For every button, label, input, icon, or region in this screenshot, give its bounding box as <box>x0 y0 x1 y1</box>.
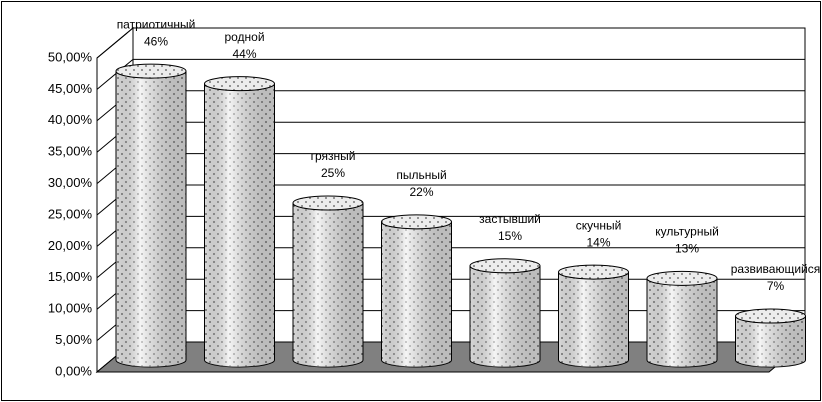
value-label: 25% <box>321 166 345 180</box>
bar-top <box>381 214 452 230</box>
bar-shade <box>735 316 806 367</box>
bar-top <box>204 76 275 92</box>
y-tick-label: 30,00% <box>48 175 93 190</box>
y-tick-label: 15,00% <box>48 269 93 284</box>
bar-shade <box>470 265 540 367</box>
bar-shade <box>293 203 363 367</box>
bar-top <box>115 63 187 79</box>
grid-line <box>96 27 805 59</box>
y-tick-label: 45,00% <box>48 81 93 96</box>
bar-top <box>646 270 718 286</box>
bar-top <box>558 264 629 280</box>
category-label: грязный <box>311 149 356 163</box>
bar-shade <box>647 278 717 367</box>
value-label: 15% <box>498 229 522 243</box>
category-label: родной <box>224 30 264 44</box>
y-tick-label: 10,00% <box>48 301 93 316</box>
category-label: пыльный <box>396 168 446 182</box>
category-label: скучный <box>576 218 622 232</box>
bar-top <box>735 308 806 324</box>
y-tick-label: 35,00% <box>48 144 93 159</box>
bar-shade <box>558 272 629 367</box>
value-label: 44% <box>232 47 256 61</box>
value-label: 14% <box>586 235 610 249</box>
bar-shade <box>204 83 275 368</box>
category-label: культурный <box>655 225 719 239</box>
y-tick-label: 20,00% <box>48 238 93 253</box>
category-label: застывший <box>479 212 541 226</box>
value-label: 7% <box>767 279 785 293</box>
value-label: 22% <box>409 185 433 199</box>
bar-shade <box>116 71 186 368</box>
y-tick-label: 5,00% <box>55 332 92 347</box>
y-tick-label: 0,00% <box>55 363 92 378</box>
value-label: 46% <box>144 34 168 48</box>
bar-top <box>292 195 364 211</box>
category-label: развивающийся <box>731 262 820 276</box>
y-tick-label: 25,00% <box>48 206 93 221</box>
value-label: 13% <box>675 242 699 256</box>
y-tick-label: 40,00% <box>48 112 93 127</box>
bar-top <box>469 258 541 274</box>
grid-line <box>96 58 805 90</box>
y-tick-label: 50,00% <box>48 49 93 64</box>
category-label: патриотичный <box>117 17 196 31</box>
bar-shade <box>381 221 452 367</box>
